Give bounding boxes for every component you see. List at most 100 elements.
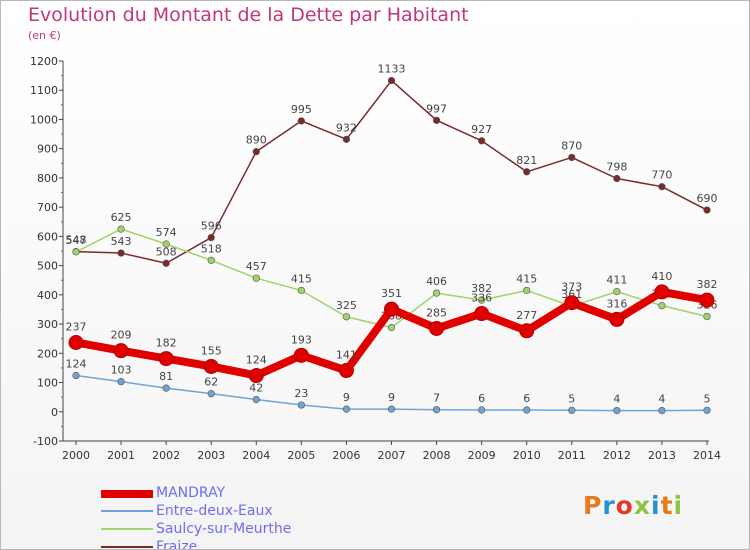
legend-swatch bbox=[101, 528, 153, 530]
data-point bbox=[252, 395, 260, 404]
data-point bbox=[297, 286, 305, 295]
data-point bbox=[113, 343, 129, 359]
data-point bbox=[384, 301, 399, 317]
x-tick-label: 2014 bbox=[693, 449, 721, 462]
data-point bbox=[387, 323, 396, 332]
y-tick-label: 600 bbox=[37, 230, 58, 243]
data-label: 23 bbox=[294, 387, 308, 400]
data-point bbox=[613, 174, 621, 183]
data-label: 373 bbox=[561, 281, 582, 294]
legend-swatch bbox=[101, 546, 153, 548]
y-tick-label: 800 bbox=[37, 172, 58, 185]
data-label: 6 bbox=[523, 392, 530, 405]
data-point bbox=[658, 183, 666, 191]
data-point bbox=[613, 288, 621, 296]
data-label: 6 bbox=[478, 392, 485, 405]
data-point bbox=[117, 378, 125, 386]
data-point bbox=[207, 390, 215, 398]
data-point bbox=[568, 406, 576, 414]
data-label: 382 bbox=[697, 278, 718, 291]
data-point bbox=[703, 312, 711, 321]
data-point bbox=[703, 406, 711, 414]
data-label: 798 bbox=[606, 161, 627, 174]
data-label: 124 bbox=[246, 354, 267, 367]
x-tick-label: 2009 bbox=[468, 449, 496, 462]
data-label: 518 bbox=[201, 242, 222, 255]
y-tick-label: 700 bbox=[37, 201, 58, 214]
data-label: 193 bbox=[291, 333, 312, 346]
data-label: 103 bbox=[111, 364, 132, 377]
y-tick-label: 400 bbox=[37, 289, 58, 302]
data-label: 548 bbox=[66, 234, 87, 247]
chart-unit: (en €) bbox=[28, 29, 61, 42]
x-tick-label: 2001 bbox=[107, 449, 135, 462]
x-tick-label: 2004 bbox=[242, 449, 270, 462]
data-label: 42 bbox=[249, 381, 263, 394]
x-tick-label: 2012 bbox=[603, 449, 631, 462]
data-point bbox=[162, 259, 170, 267]
data-point bbox=[297, 117, 305, 125]
legend-label: MANDRAY bbox=[156, 485, 226, 501]
data-label: 277 bbox=[516, 309, 537, 322]
data-label: 508 bbox=[156, 245, 177, 258]
y-tick-label: 500 bbox=[37, 260, 58, 273]
data-point bbox=[207, 256, 215, 264]
legend-label: Fraize bbox=[156, 539, 198, 550]
data-point bbox=[699, 292, 715, 308]
data-point bbox=[474, 306, 490, 322]
data-point bbox=[117, 225, 125, 233]
x-tick-label: 2002 bbox=[152, 449, 180, 462]
data-label: 5 bbox=[704, 392, 711, 405]
data-label: 870 bbox=[561, 139, 582, 152]
data-label: 7 bbox=[433, 392, 440, 405]
data-point bbox=[523, 168, 531, 176]
x-tick-label: 2010 bbox=[513, 449, 541, 462]
data-point bbox=[252, 274, 260, 282]
x-tick-label: 2006 bbox=[332, 449, 360, 462]
data-label: 995 bbox=[291, 103, 312, 116]
data-label: 596 bbox=[201, 220, 222, 233]
data-label: 285 bbox=[426, 306, 447, 319]
data-label: 625 bbox=[111, 211, 132, 224]
data-label: 5 bbox=[568, 392, 575, 405]
data-label: 351 bbox=[381, 287, 402, 300]
x-tick-label: 2011 bbox=[558, 449, 586, 462]
data-point bbox=[523, 286, 531, 295]
data-point bbox=[72, 371, 80, 380]
legend-label: Entre-deux-Eaux bbox=[156, 503, 273, 519]
y-tick-label: -100 bbox=[33, 435, 58, 448]
data-label: 690 bbox=[697, 192, 718, 205]
data-label: 890 bbox=[246, 134, 267, 147]
data-label: 997 bbox=[426, 102, 447, 115]
data-label: 316 bbox=[606, 297, 627, 310]
data-label: 770 bbox=[651, 169, 672, 182]
data-point bbox=[387, 76, 396, 85]
data-point bbox=[158, 351, 174, 367]
data-label: 155 bbox=[201, 344, 222, 357]
data-point bbox=[519, 323, 535, 339]
y-tick-label: 1000 bbox=[30, 113, 58, 126]
data-point bbox=[478, 137, 486, 145]
data-label: 124 bbox=[66, 358, 87, 371]
data-point bbox=[203, 358, 219, 374]
data-point bbox=[429, 320, 445, 336]
data-point bbox=[658, 302, 666, 310]
data-label: 543 bbox=[111, 235, 132, 248]
data-label: 382 bbox=[471, 282, 492, 295]
data-label: 406 bbox=[426, 275, 447, 288]
data-point bbox=[568, 153, 576, 162]
y-tick-label: 1200 bbox=[30, 55, 58, 68]
data-label: 547 bbox=[66, 234, 87, 247]
data-point bbox=[293, 347, 309, 363]
y-tick-label: 900 bbox=[37, 143, 58, 156]
data-point bbox=[703, 206, 711, 214]
data-label: 1133 bbox=[378, 63, 406, 76]
x-tick-label: 2005 bbox=[287, 449, 315, 462]
data-point bbox=[68, 334, 84, 350]
data-point bbox=[523, 406, 531, 414]
y-tick-label: 200 bbox=[37, 347, 58, 360]
data-label: 81 bbox=[159, 370, 173, 383]
data-label: 457 bbox=[246, 260, 267, 273]
data-point bbox=[72, 248, 80, 256]
data-point bbox=[342, 313, 351, 321]
